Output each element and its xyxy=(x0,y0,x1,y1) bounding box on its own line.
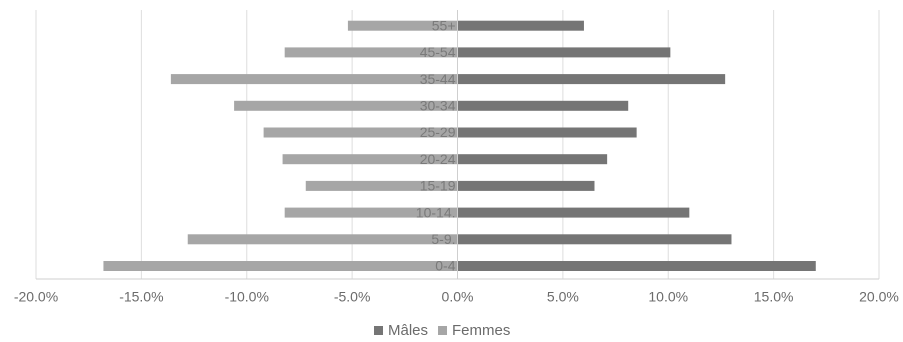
bar-femmes-20-24 xyxy=(282,154,458,165)
bar-m-les-30-34 xyxy=(457,100,629,111)
bar-m-les-20-24 xyxy=(457,154,608,165)
bar-femmes-30-34 xyxy=(234,100,458,111)
bar-femmes-10-14- xyxy=(284,207,458,218)
bar-m-les-15-19 xyxy=(457,180,595,191)
category-label: 20-24 xyxy=(420,151,456,167)
legend: Mâles Femmes xyxy=(374,322,510,339)
bar-m-les-55+ xyxy=(457,20,584,31)
x-tick-label: 10.0% xyxy=(648,289,688,305)
bar-femmes-15-19 xyxy=(305,180,458,191)
bar-femmes-5-9- xyxy=(187,234,458,245)
category-label: 25-29 xyxy=(420,124,456,140)
x-tick-label: 5.0% xyxy=(547,289,579,305)
bar-femmes-0-4 xyxy=(103,261,458,271)
legend-swatch xyxy=(438,326,448,335)
category-label: 0-4 xyxy=(435,258,455,274)
bar-femmes-35-44 xyxy=(170,74,458,85)
bar-m-les-35-44 xyxy=(457,74,726,85)
bar-femmes-45-54 xyxy=(284,47,458,58)
legend-swatch xyxy=(374,326,383,335)
x-tick-label: -5.0% xyxy=(334,289,371,305)
bar-femmes-55+ xyxy=(347,20,458,31)
category-label: 30-34 xyxy=(420,98,456,114)
x-tick-label: -20.0% xyxy=(14,289,58,305)
bar-femmes-25-29 xyxy=(263,127,458,138)
x-tick-label: 0.0% xyxy=(442,289,474,305)
x-tick-label: -15.0% xyxy=(119,289,163,305)
category-label: 35-44 xyxy=(420,71,456,87)
x-tick-label: 15.0% xyxy=(754,289,794,305)
category-label: 15-19 xyxy=(420,178,456,194)
category-label: 55+ xyxy=(432,17,456,33)
legend-label: Femmes xyxy=(452,322,510,339)
bar-m-les-0-4 xyxy=(457,261,816,271)
bar-m-les-25-29 xyxy=(457,127,637,138)
x-axis xyxy=(36,10,879,280)
bar-m-les-10-14- xyxy=(457,207,690,218)
x-tick-labels: -20.0% -15.0% -10.0% -5.0% 0.0% 5.0% 10.0% 15.0… xyxy=(14,289,899,305)
legend-label: Mâles xyxy=(388,322,428,339)
bars xyxy=(103,20,816,271)
category-label: 45-54 xyxy=(420,44,456,60)
x-tick-label: -10.0% xyxy=(225,289,269,305)
x-tick-label: 20.0% xyxy=(859,289,899,305)
bar-m-les-45-54 xyxy=(457,47,671,58)
bar-m-les-5-9- xyxy=(457,234,732,245)
category-label: 5-9. xyxy=(431,231,455,247)
category-labels: 0-4 5-9. 10-14. 15-19 20-24 25-29 30-34 35-44 45… xyxy=(416,17,456,273)
category-label: 10-14. xyxy=(416,204,456,220)
